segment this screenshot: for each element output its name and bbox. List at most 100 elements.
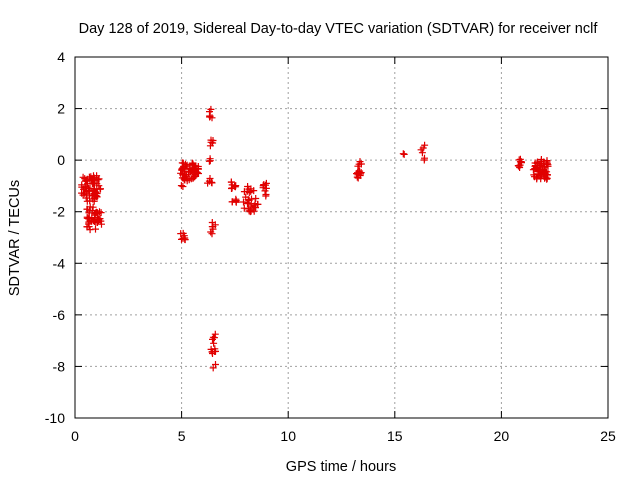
- data-point: [541, 167, 549, 175]
- data-point: [209, 335, 216, 343]
- y-tick-label: -4: [53, 255, 66, 271]
- x-tick-label: 0: [71, 428, 79, 444]
- data-point: [211, 345, 219, 353]
- data-point: [421, 154, 428, 162]
- y-tick-label: -2: [53, 204, 66, 220]
- data-point: [185, 176, 193, 184]
- data-point: [240, 204, 248, 212]
- y-axis-label: SDTVAR / TECUs: [7, 180, 23, 296]
- data-point: [82, 177, 90, 185]
- y-tick-label: -8: [53, 358, 66, 374]
- data-point: [188, 159, 196, 167]
- data-point: [210, 339, 218, 347]
- data-point: [206, 157, 214, 165]
- axis-ticks: [74, 56, 609, 419]
- y-tick-label: 2: [57, 101, 65, 117]
- data-point: [543, 175, 551, 183]
- data-point: [89, 203, 97, 211]
- data-point: [208, 230, 216, 238]
- data-point: [517, 158, 525, 166]
- data-point: [78, 189, 86, 197]
- data-point: [92, 209, 99, 217]
- data-point: [240, 198, 247, 206]
- data-point: [254, 200, 262, 208]
- data-point: [83, 214, 91, 222]
- data-point: [182, 163, 190, 171]
- data-point: [211, 330, 219, 338]
- data-point: [353, 170, 360, 178]
- x-tick-label: 20: [494, 428, 510, 444]
- data-point: [96, 215, 104, 223]
- data-point: [181, 236, 189, 243]
- y-tick-label: -10: [45, 410, 65, 426]
- data-point: [242, 193, 250, 201]
- data-point: [83, 197, 91, 205]
- data-point: [534, 170, 542, 178]
- data-point: [244, 200, 251, 208]
- data-point: [84, 180, 92, 188]
- data-point: [247, 207, 254, 215]
- data-point: [90, 186, 98, 194]
- data-point: [89, 175, 97, 183]
- grid-lines: [75, 57, 608, 418]
- data-point: [206, 175, 214, 182]
- data-point: [180, 174, 188, 182]
- data-point: [191, 163, 199, 171]
- data-point: [208, 114, 216, 122]
- data-point: [193, 169, 201, 177]
- data-point: [418, 149, 426, 157]
- data-point: [96, 208, 103, 216]
- data-point: [262, 179, 270, 187]
- data-point: [355, 160, 363, 168]
- data-point: [179, 183, 187, 190]
- y-tick-label: -6: [53, 307, 66, 323]
- data-point: [248, 195, 255, 203]
- data-point: [209, 350, 216, 357]
- x-tick-label: 25: [600, 428, 616, 444]
- x-tick-labels: 0 5 10 15 20 25: [71, 428, 616, 444]
- data-point: [538, 165, 546, 173]
- plot-frame: [74, 56, 609, 419]
- data-point: [82, 184, 90, 192]
- y-tick-label: 4: [57, 49, 65, 65]
- data-point: [530, 171, 538, 179]
- chart-title: Day 128 of 2019, Sidereal Day-to-day VTE…: [79, 21, 599, 37]
- data-point: [232, 198, 240, 206]
- data-point: [544, 171, 551, 179]
- data-point: [400, 150, 408, 158]
- data-point: [178, 165, 186, 173]
- data-point: [98, 220, 105, 228]
- data-point: [537, 161, 545, 169]
- data-point: [232, 182, 240, 190]
- data-point: [209, 223, 217, 231]
- data-point: [88, 192, 96, 200]
- data-point: [250, 202, 258, 210]
- data-point: [243, 187, 251, 195]
- data-point: [179, 159, 187, 167]
- y-tick-labels: -10 -8 -6 -4 -2 0 2 4: [45, 49, 65, 426]
- data-point: [533, 163, 541, 171]
- data-point: [212, 361, 219, 368]
- data-point: [97, 185, 104, 193]
- x-axis-label: GPS time / hours: [286, 459, 396, 475]
- y-tick-label: 0: [57, 152, 65, 168]
- data-point: [399, 150, 407, 158]
- data-points: [78, 105, 552, 372]
- data-point: [92, 225, 99, 233]
- data-point: [86, 207, 94, 215]
- data-point: [516, 164, 524, 171]
- data-point: [262, 192, 270, 200]
- data-point: [208, 178, 215, 186]
- data-point: [90, 174, 98, 182]
- data-point: [207, 138, 215, 146]
- data-point: [419, 144, 427, 152]
- data-point: [85, 223, 93, 231]
- x-tick-label: 15: [387, 428, 403, 444]
- data-point: [354, 174, 362, 182]
- data-point: [227, 178, 235, 186]
- data-point: [206, 108, 213, 116]
- data-point: [177, 182, 185, 190]
- data-point: [189, 174, 197, 182]
- x-tick-label: 5: [178, 428, 186, 444]
